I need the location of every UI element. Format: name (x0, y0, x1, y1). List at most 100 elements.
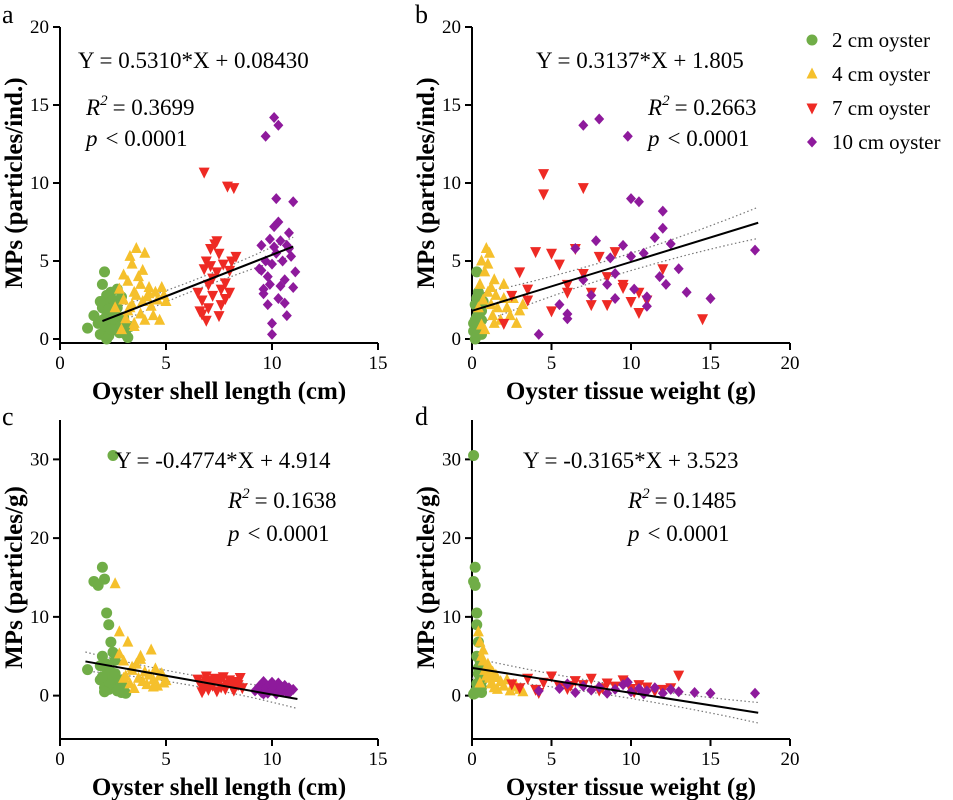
ci-upper-line (102, 236, 294, 313)
data-point (135, 277, 147, 289)
data-point (626, 250, 636, 262)
data-point (562, 308, 573, 320)
data-point (498, 277, 510, 289)
legend-marker-4cm (806, 67, 818, 79)
r-squared-annotation: R2 = 0.1638 (227, 486, 337, 513)
data-point (256, 239, 267, 251)
data-point (283, 687, 294, 699)
data-point (673, 263, 684, 275)
data-point (143, 287, 155, 299)
panel-label-d: d (415, 402, 428, 431)
data-point (570, 686, 581, 698)
x-tick-label: 0 (55, 353, 65, 374)
data-point (109, 577, 121, 589)
ci-upper-line (471, 657, 759, 704)
data-point (196, 687, 208, 699)
r-squared-annotation: R2 = 0.1485 (627, 486, 737, 513)
data-point (538, 189, 550, 201)
data-point (490, 671, 502, 683)
data-point (211, 236, 223, 248)
data-point (585, 673, 597, 685)
data-point (115, 323, 127, 335)
r-squared-superscript: 2 (242, 486, 250, 502)
series-3 (250, 675, 299, 700)
data-point (477, 643, 489, 655)
data-point (469, 687, 481, 699)
data-point (198, 264, 210, 276)
series-0 (82, 449, 132, 699)
data-point (474, 676, 486, 688)
data-point (610, 267, 621, 279)
data-point (202, 303, 214, 315)
data-point (147, 673, 159, 685)
series-2 (498, 169, 709, 330)
data-point (277, 255, 288, 267)
data-point (269, 241, 280, 253)
r-squared-value: = 0.2663 (675, 95, 757, 120)
data-point (681, 286, 692, 298)
data-point (561, 287, 573, 299)
data-point (665, 683, 676, 695)
x-tick-label: 10 (263, 749, 282, 770)
data-point (217, 672, 229, 684)
y-tick-label: 10 (442, 173, 461, 194)
y-tick-label: 0 (40, 686, 50, 707)
data-point (258, 688, 269, 700)
data-point (101, 607, 113, 619)
legend-label-10cm: 10 cm oyster (832, 130, 940, 154)
data-point (130, 288, 142, 300)
data-point (267, 258, 277, 270)
p-symbol: p (626, 521, 640, 546)
data-point (482, 257, 494, 269)
p-symbol: p (646, 126, 660, 151)
series-3 (533, 676, 761, 700)
data-point (546, 248, 557, 260)
data-point (660, 278, 671, 290)
p-value-annotation: p < 0.0001 (626, 521, 729, 546)
legend-label-2cm: 2 cm oyster (832, 28, 930, 52)
data-point (649, 232, 660, 244)
series-3 (533, 113, 761, 340)
data-point (211, 267, 223, 279)
y-axis-title: MPs (particles/g) (413, 486, 440, 669)
legend-marker-shape (806, 103, 818, 115)
data-point (622, 676, 633, 688)
data-point (649, 682, 660, 694)
data-point (673, 670, 685, 682)
series-2 (192, 167, 242, 327)
data-point (290, 266, 301, 278)
data-point (271, 193, 282, 205)
data-point (262, 271, 273, 283)
r-squared-symbol: R (647, 95, 662, 120)
data-point (196, 309, 208, 321)
data-point (657, 264, 669, 276)
data-point (267, 676, 277, 688)
data-point (506, 679, 518, 691)
data-point (126, 298, 138, 310)
data-point (530, 247, 542, 259)
data-point (498, 679, 510, 691)
y-tick-label: 20 (442, 17, 461, 38)
data-point (82, 664, 94, 676)
data-point (82, 322, 94, 334)
data-point (533, 685, 544, 697)
x-tick-label: 5 (161, 353, 171, 374)
data-point (260, 130, 271, 142)
y-tick-label: 15 (30, 95, 49, 116)
data-point (477, 293, 489, 305)
r-squared-value: = 0.3699 (113, 95, 195, 120)
data-point (273, 216, 284, 228)
x-axis-title: Oyster shell length (cm) (92, 774, 346, 800)
data-point (105, 324, 117, 336)
data-point (498, 318, 510, 330)
x-tick-label: 10 (622, 353, 641, 374)
series-1 (472, 625, 529, 697)
x-tick-label: 10 (622, 749, 641, 770)
data-point (538, 169, 550, 181)
data-point (149, 285, 161, 297)
data-point (469, 561, 481, 573)
chart-panel-d: 0 10 20 30 0 5 10 15 20 Oyster tissue weight (g) M… (413, 420, 800, 800)
data-point (205, 261, 217, 273)
x-tick-label: 20 (781, 749, 800, 770)
